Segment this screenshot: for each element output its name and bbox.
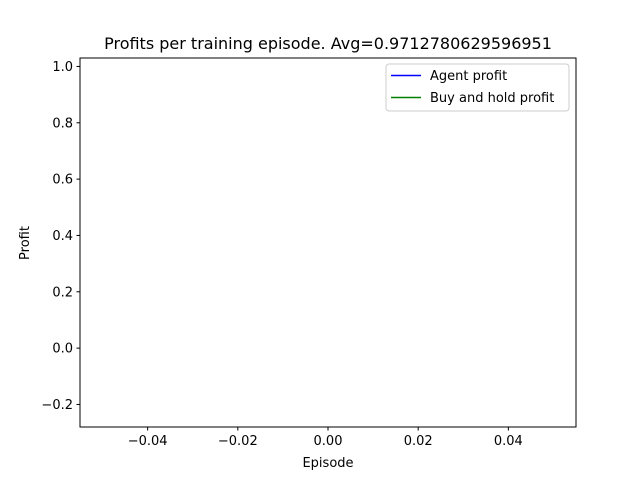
- y-tick-label-0-6: 0.6: [52, 173, 73, 188]
- x-axis-label: Episode: [302, 456, 353, 471]
- legend-label-agent-profit: Agent profit: [430, 69, 507, 84]
- y-tick-label-neg0-2: −0.2: [41, 398, 73, 413]
- y-tick-label-1-0: 1.0: [52, 60, 73, 75]
- y-tick-label-0-0: 0.0: [52, 342, 73, 357]
- legend-label-buy-and-hold-profit: Buy and hold profit: [430, 91, 554, 106]
- x-tick-label-neg0-04: −0.04: [128, 434, 168, 449]
- x-axis-ticks: −0.04 −0.02 0.00 0.02 0.04: [128, 427, 523, 449]
- y-tick-label-0-2: 0.2: [52, 285, 73, 300]
- legend-box: [385, 63, 570, 112]
- x-tick-label-neg0-02: −0.02: [218, 434, 258, 449]
- x-tick-label-0-04: 0.04: [494, 434, 523, 449]
- x-tick-label-0-00: 0.00: [314, 434, 343, 449]
- y-tick-label-0-8: 0.8: [52, 116, 73, 131]
- plot-frame: [79, 57, 577, 428]
- y-axis-label: Profit: [18, 226, 33, 260]
- y-tick-label-0-4: 0.4: [52, 229, 73, 244]
- x-tick-label-0-02: 0.02: [404, 434, 433, 449]
- chart-title: Profits per training episode. Avg=0.9712…: [104, 34, 552, 53]
- y-axis-ticks: −0.2 0.0 0.2 0.4 0.6 0.8 1.0: [41, 60, 80, 413]
- legend: Agent profit Buy and hold profit: [385, 63, 570, 112]
